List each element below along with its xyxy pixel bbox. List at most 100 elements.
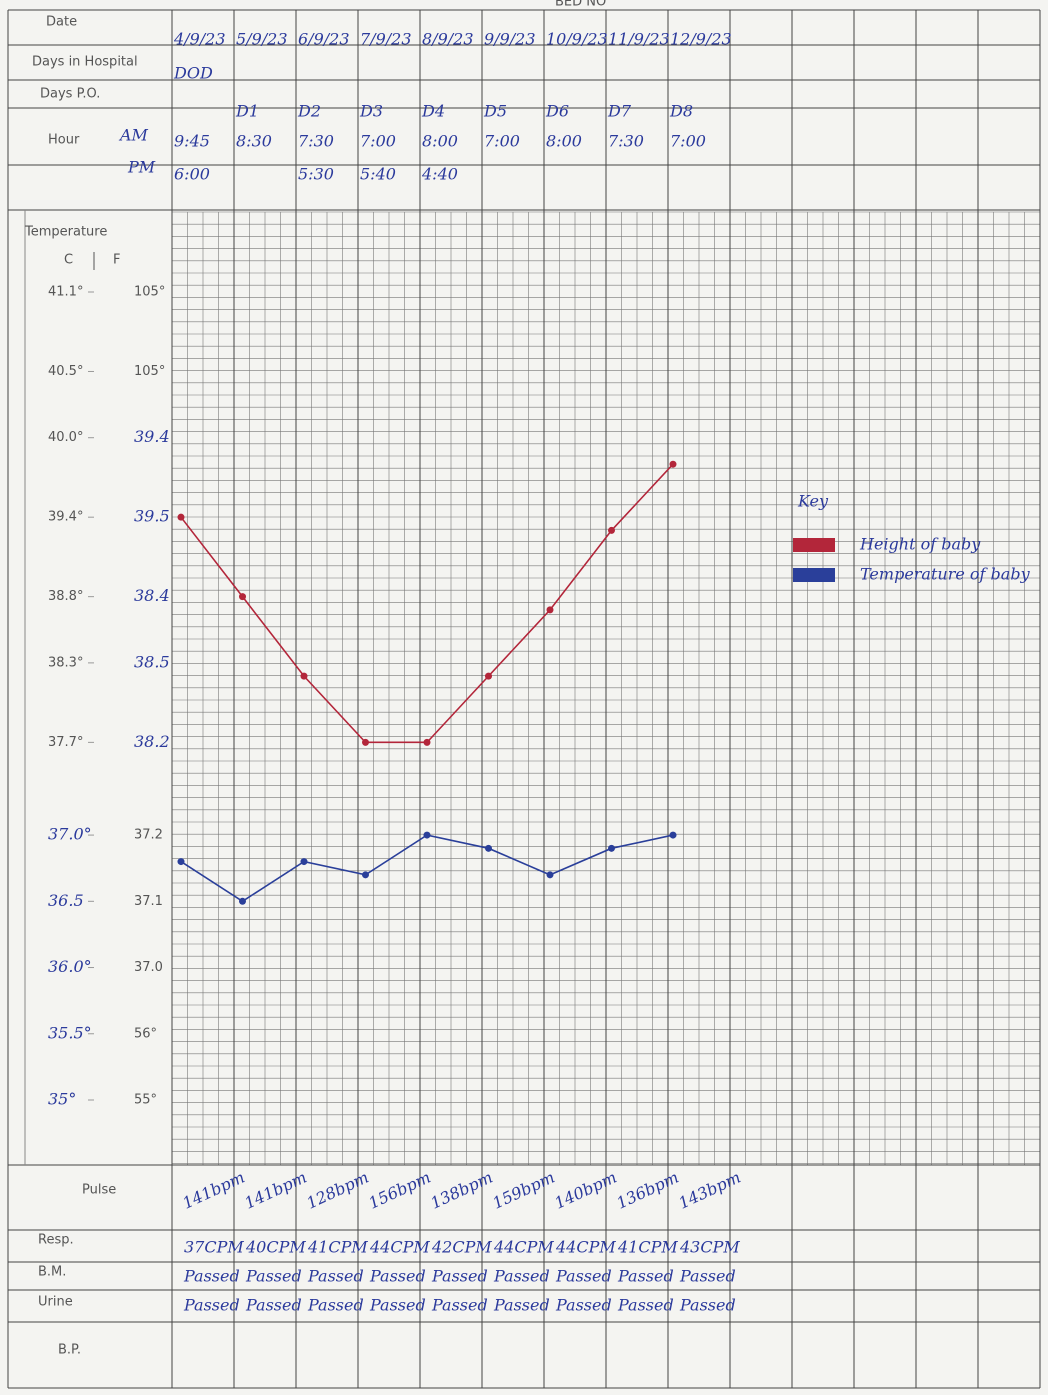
legend-swatch <box>793 568 835 582</box>
am-label: AM <box>118 126 149 145</box>
date: 4/9/23 <box>173 30 226 49</box>
resp-value: 44CPM <box>493 1238 554 1257</box>
urine-value: Passed <box>183 1296 240 1315</box>
pulse-value: 141bpm <box>180 1168 248 1213</box>
row-label: Date <box>46 15 77 30</box>
y-tick-label: 37.7° <box>48 735 83 750</box>
urine-value: Passed <box>679 1296 736 1315</box>
data-point <box>362 739 369 746</box>
am-hour: 7:30 <box>298 132 334 151</box>
am-hour: 8:00 <box>546 132 582 151</box>
bm-value: Passed <box>307 1267 364 1286</box>
pulse-value: 143bpm <box>676 1168 744 1213</box>
day-post-op: D7 <box>607 102 632 121</box>
y2-tick-label: 38.2 <box>134 732 170 751</box>
data-point <box>608 845 615 852</box>
data-point <box>178 858 185 865</box>
bm-value: Passed <box>369 1267 426 1286</box>
bm-value: Passed <box>555 1267 612 1286</box>
pulse-value: 141bpm <box>242 1168 310 1213</box>
am-hour: 7:00 <box>484 132 520 151</box>
y-tick-label: 37.0° <box>48 825 92 844</box>
data-point <box>362 871 369 878</box>
y-tick-label: 40.0° <box>48 430 83 445</box>
day-post-op: D5 <box>483 102 507 121</box>
y-tick-label: 41.1° <box>48 285 83 300</box>
pm-hour: 5:40 <box>360 165 396 184</box>
y2-tick-label: 105° <box>134 364 165 379</box>
urine-value: Passed <box>555 1296 612 1315</box>
row-label: Resp. <box>38 1233 74 1248</box>
row-label: B.P. <box>58 1343 81 1358</box>
data-point <box>239 593 246 600</box>
y2-tick-label: 39.5 <box>134 507 170 526</box>
pulse-value: 159bpm <box>490 1168 558 1213</box>
am-hour: 9:45 <box>174 132 210 151</box>
pulse-value: 138bpm <box>428 1168 496 1213</box>
date: 7/9/23 <box>360 30 412 49</box>
am-hour: 7:00 <box>360 132 396 151</box>
pulse-value: 140bpm <box>552 1168 620 1213</box>
data-point <box>424 739 431 746</box>
urine-value: Passed <box>617 1296 674 1315</box>
resp-value: 40CPM <box>245 1238 306 1257</box>
date: 11/9/23 <box>608 30 670 49</box>
date: 6/9/23 <box>298 30 350 49</box>
data-point <box>301 858 308 865</box>
y-tick-label: 39.4° <box>48 510 83 525</box>
day-post-op: D8 <box>669 102 693 121</box>
pm-label: PM <box>127 158 156 177</box>
data-point <box>301 673 308 680</box>
day-post-op: D6 <box>545 102 569 121</box>
data-point <box>178 514 185 521</box>
pm-hour: 6:00 <box>174 165 210 184</box>
row-label: Urine <box>38 1295 73 1310</box>
y-tick-label: 38.8° <box>48 589 83 604</box>
row-label: Days in Hospital <box>32 55 138 70</box>
date: 9/9/23 <box>484 30 536 49</box>
page: {"header": {"bed_no": "BED NO"}, "table"… <box>0 0 1048 1395</box>
urine-value: Passed <box>493 1296 550 1315</box>
y-tick-label: 36.5 <box>48 891 84 910</box>
y2-tick-label: 37.0 <box>134 960 163 975</box>
y-tick-label: 35° <box>48 1090 76 1109</box>
urine-value: Passed <box>369 1296 426 1315</box>
am-hour: 8:30 <box>236 132 272 151</box>
y2-tick-label: 37.2 <box>134 828 163 843</box>
data-point <box>608 527 615 534</box>
day-post-op: D2 <box>297 102 321 121</box>
resp-value: 43CPM <box>679 1238 740 1257</box>
y-axis-label: C <box>64 253 73 268</box>
resp-value: 44CPM <box>555 1238 616 1257</box>
bm-value: Passed <box>493 1267 550 1286</box>
y-tick-label: 36.0° <box>48 957 92 976</box>
chart-sheet: BED NO DateDays in HospitalDays P.O.Hour… <box>0 0 1048 1395</box>
pulse-value: 128bpm <box>304 1168 372 1213</box>
y-tick-label: 35.5° <box>48 1023 92 1042</box>
resp-value: 41CPM <box>617 1238 678 1257</box>
chart-title: Temperature <box>24 225 107 240</box>
bm-value: Passed <box>183 1267 240 1286</box>
y2-tick-label: 37.1 <box>134 894 163 909</box>
data-point <box>547 606 554 613</box>
y2-axis-label: F <box>113 253 120 268</box>
date: 5/9/23 <box>236 30 288 49</box>
row-label: B.M. <box>38 1265 66 1280</box>
date: 12/9/23 <box>670 30 732 49</box>
y-tick-label: 38.3° <box>48 655 83 670</box>
series-line <box>181 464 673 742</box>
am-hour: 7:30 <box>608 132 644 151</box>
legend-label: Height of baby <box>859 535 981 554</box>
urine-value: Passed <box>431 1296 488 1315</box>
legend-title: Key <box>797 492 829 511</box>
y2-tick-label: 38.4 <box>134 586 170 605</box>
urine-value: Passed <box>307 1296 364 1315</box>
date: 8/9/23 <box>422 30 474 49</box>
row-label: Pulse <box>82 1183 116 1198</box>
y2-tick-label: 55° <box>134 1093 157 1108</box>
resp-value: 37CPM <box>184 1238 244 1257</box>
am-hour: 8:00 <box>422 132 458 151</box>
row-label: Hour <box>48 133 80 148</box>
y-tick-label: 40.5° <box>48 364 83 379</box>
row-label: Days P.O. <box>40 87 100 102</box>
